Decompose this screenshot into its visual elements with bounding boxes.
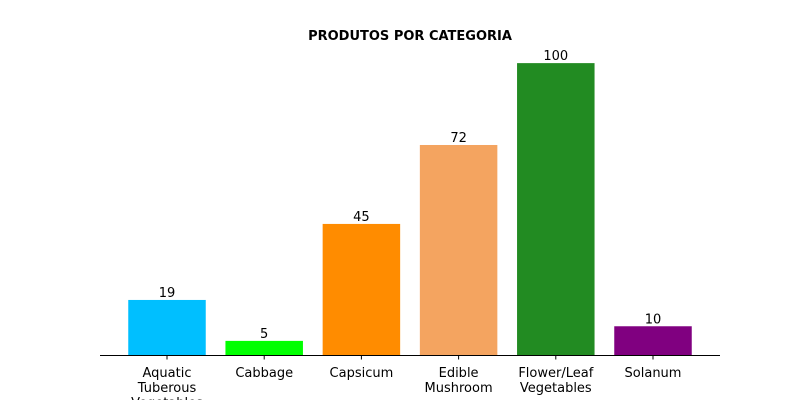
tick-label-6: Solanum [625,366,682,381]
bars-group [128,63,692,356]
value-label-2: 5 [260,327,268,342]
x-ticks-group [166,355,654,360]
tick-label-line: Flower/Leaf [518,366,593,381]
chart-title: PRODUTOS POR CATEGORIA [308,29,512,44]
tick-label-3: Capsicum [330,366,394,381]
bar-6 [614,326,692,356]
tick-label-line: Edible [439,366,479,381]
bar-3 [322,223,401,356]
tick-label-4: Edible Mushroom [425,366,493,396]
tick-label-line: Vegetables [131,396,203,400]
bar-5 [517,63,595,356]
tick-label-line: Tuberous [137,381,197,396]
tick-label-line: Vegetables [520,381,592,396]
value-label-4: 72 [450,131,467,146]
bar-4 [419,144,498,356]
tick-labels-group: AquaticTuberousVegetablesCabbageCapsicum… [131,366,681,400]
bar-1 [128,299,206,356]
value-labels-group: 19 5 45 72 100 10 [159,49,662,342]
tick-label-5: Flower/Leaf Vegetables [518,366,593,396]
tick-label-line: Aquatic [143,366,192,381]
tick-label-line: Capsicum [330,366,394,381]
tick-label-line: Solanum [625,366,682,381]
tick-label-line: Mushroom [425,381,493,396]
value-label-1: 19 [159,286,176,301]
value-label-5: 100 [543,49,568,64]
tick-label-line: Cabbage [235,366,293,381]
tick-label-2: Cabbage [235,366,293,381]
value-label-3: 45 [353,210,370,225]
tick-label-1: AquaticTuberousVegetables [131,366,203,400]
value-label-6: 10 [645,312,662,327]
bar-2 [225,340,303,356]
